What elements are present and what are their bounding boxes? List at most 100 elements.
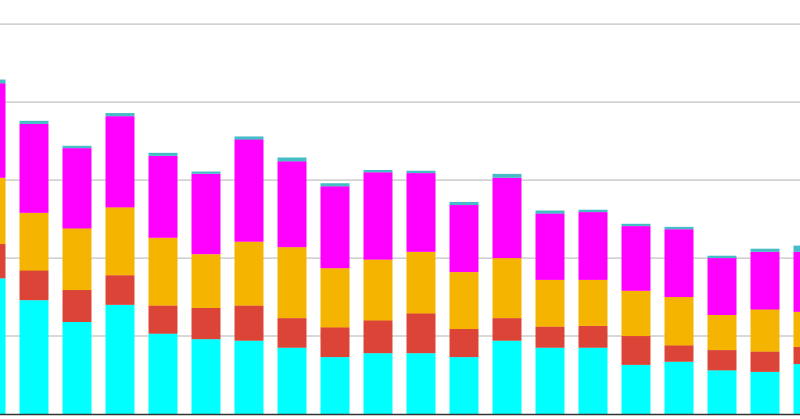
bar-segment xyxy=(191,171,221,174)
bar-segment xyxy=(535,210,565,214)
bar-segment xyxy=(19,120,49,124)
bar-segment xyxy=(62,228,92,291)
bar-segment xyxy=(105,304,135,414)
bar-segment xyxy=(664,226,694,230)
bar-segment xyxy=(406,313,436,354)
bar-segment xyxy=(750,351,780,372)
bar-segment xyxy=(0,278,6,414)
bar-segment xyxy=(406,173,436,252)
bar-segment xyxy=(105,207,135,276)
bar-segment xyxy=(535,347,565,414)
bar-segment xyxy=(707,314,737,351)
bar-segment xyxy=(578,209,608,213)
bar-segment xyxy=(449,272,479,330)
bar-segment xyxy=(621,364,651,414)
bar-segment xyxy=(363,320,393,354)
bar-segment xyxy=(707,350,737,371)
bar-segment xyxy=(578,347,608,414)
bar-segment xyxy=(406,353,436,414)
bar-segment xyxy=(234,241,264,306)
bar-segment xyxy=(621,336,651,365)
bar-segment xyxy=(621,290,651,337)
bar-segment xyxy=(148,155,178,238)
bar-segment xyxy=(535,326,565,348)
bar-segment xyxy=(234,139,264,242)
bar-segment xyxy=(449,205,479,273)
bar-segment xyxy=(19,123,49,213)
bar-segment xyxy=(492,177,522,259)
bar-segment xyxy=(19,300,49,414)
bar-segment xyxy=(277,157,307,162)
bar-segment xyxy=(19,212,49,271)
bar-segment xyxy=(148,305,178,334)
bar-segment xyxy=(320,186,350,269)
bar-segment xyxy=(664,297,694,346)
bar-segment xyxy=(621,223,651,227)
bar-segment xyxy=(277,161,307,248)
bar-segment xyxy=(449,329,479,358)
bar-segment xyxy=(750,371,780,414)
bar-segment xyxy=(750,309,780,352)
bar-segment xyxy=(62,322,92,414)
bar-segment xyxy=(793,311,800,347)
bar-segment xyxy=(535,213,565,280)
bar-segment xyxy=(664,345,694,362)
bar-segment xyxy=(707,370,737,414)
bar-segment xyxy=(277,318,307,348)
bar-segment xyxy=(492,318,522,341)
bar-segment xyxy=(406,170,436,174)
bar-segment xyxy=(105,116,135,208)
bar-segment xyxy=(234,305,264,341)
bar-segment xyxy=(191,307,221,340)
bar-segment xyxy=(793,251,800,312)
bar-segment xyxy=(0,79,6,84)
bar-segment xyxy=(148,152,178,156)
bar-segment xyxy=(793,364,800,414)
bar-segment xyxy=(750,248,780,252)
bar-segment xyxy=(793,245,800,252)
bar-segment xyxy=(234,136,264,140)
bar-segment xyxy=(578,279,608,326)
bar-segment xyxy=(535,279,565,327)
bar-segment xyxy=(19,270,49,301)
bar-segment xyxy=(707,255,737,259)
bar-segment xyxy=(449,357,479,414)
bar-segment xyxy=(750,251,780,310)
bar-segment xyxy=(492,258,522,319)
bar-segment xyxy=(578,325,608,348)
bar-segment xyxy=(578,212,608,280)
bar-segment xyxy=(363,172,393,260)
bar-segment xyxy=(148,237,178,306)
bar-segment xyxy=(191,339,221,414)
bar-segment xyxy=(449,201,479,206)
bar-segment xyxy=(664,229,694,298)
bar-segment xyxy=(0,244,6,279)
bar-segment xyxy=(320,327,350,358)
bar-segment xyxy=(148,333,178,414)
bar-segment xyxy=(492,340,522,414)
bar-segment xyxy=(62,148,92,229)
bar-segment xyxy=(234,340,264,414)
bar-segment xyxy=(0,177,6,245)
bar-segment xyxy=(492,173,522,178)
bar-segment xyxy=(621,226,651,291)
bar-segment xyxy=(363,169,393,173)
bar-segment xyxy=(105,113,135,117)
bar-segment xyxy=(793,346,800,365)
bar-segment xyxy=(363,259,393,321)
bar-segment xyxy=(62,145,92,149)
bar-segment xyxy=(0,83,6,178)
bar-segment xyxy=(363,353,393,414)
bar-segment xyxy=(105,275,135,305)
bar-segment xyxy=(664,361,694,414)
bar-segment xyxy=(191,173,221,255)
bar-segment xyxy=(707,258,737,315)
bar-segment xyxy=(277,247,307,319)
bar-segment xyxy=(62,290,92,322)
bar-segment xyxy=(320,268,350,328)
bar-segment xyxy=(320,357,350,414)
bar-segment xyxy=(277,347,307,414)
bar-segment xyxy=(191,254,221,308)
